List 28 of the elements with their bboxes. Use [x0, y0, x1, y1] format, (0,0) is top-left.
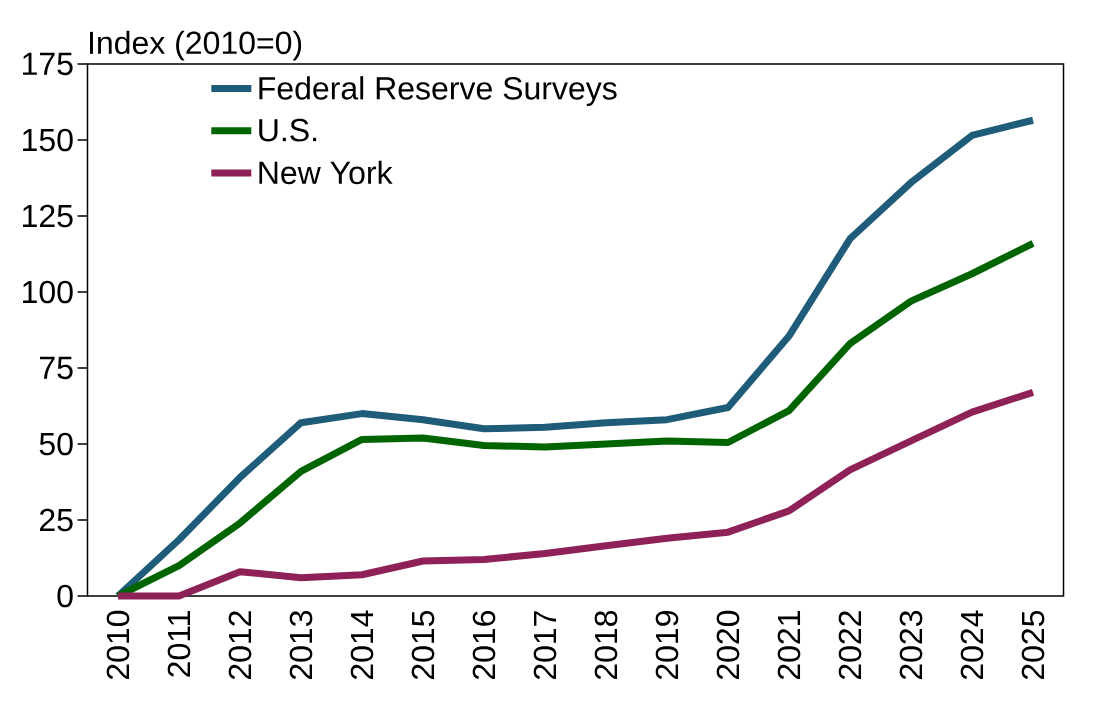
- x-tick-label: 2015: [411, 610, 435, 680]
- x-tick-label: 2011: [167, 611, 191, 677]
- x-tick-label: 2013: [289, 610, 313, 680]
- x-tick-label: 2017: [533, 611, 557, 680]
- y-tick-label: 175: [23, 52, 73, 76]
- x-tick-label: 2019: [655, 611, 679, 680]
- x-tick-label: 2014: [350, 610, 374, 680]
- x-tick-label: 2020: [716, 610, 740, 680]
- legend-label: U.S.: [259, 118, 317, 142]
- x-tick-label: 2024: [960, 610, 984, 680]
- y-tick-label: 100: [23, 280, 73, 304]
- y-tick-label: 125: [23, 204, 73, 228]
- y-axis-title: Index (2010=0): [89, 30, 302, 61]
- y-tick-label: 50: [39, 432, 73, 456]
- x-tick-label: 2021: [777, 611, 801, 680]
- x-tick-label: 2018: [594, 610, 618, 680]
- legend-label: Federal Reserve Surveys: [259, 76, 617, 106]
- y-tick-label: 0: [57, 584, 73, 608]
- x-tick-label: 2012: [228, 611, 252, 680]
- y-tick-label: 25: [39, 508, 73, 532]
- y-tick-label: 150: [23, 128, 73, 152]
- x-tick-label: 2022: [838, 611, 862, 680]
- y-tick-label: 75: [40, 356, 73, 380]
- x-tick-label: 2023: [899, 610, 923, 680]
- x-tick-label: 2025: [1021, 610, 1045, 680]
- legend-label: New York: [259, 160, 393, 185]
- x-tick-label: 2010: [106, 610, 130, 680]
- x-tick-label: 2016: [472, 610, 496, 680]
